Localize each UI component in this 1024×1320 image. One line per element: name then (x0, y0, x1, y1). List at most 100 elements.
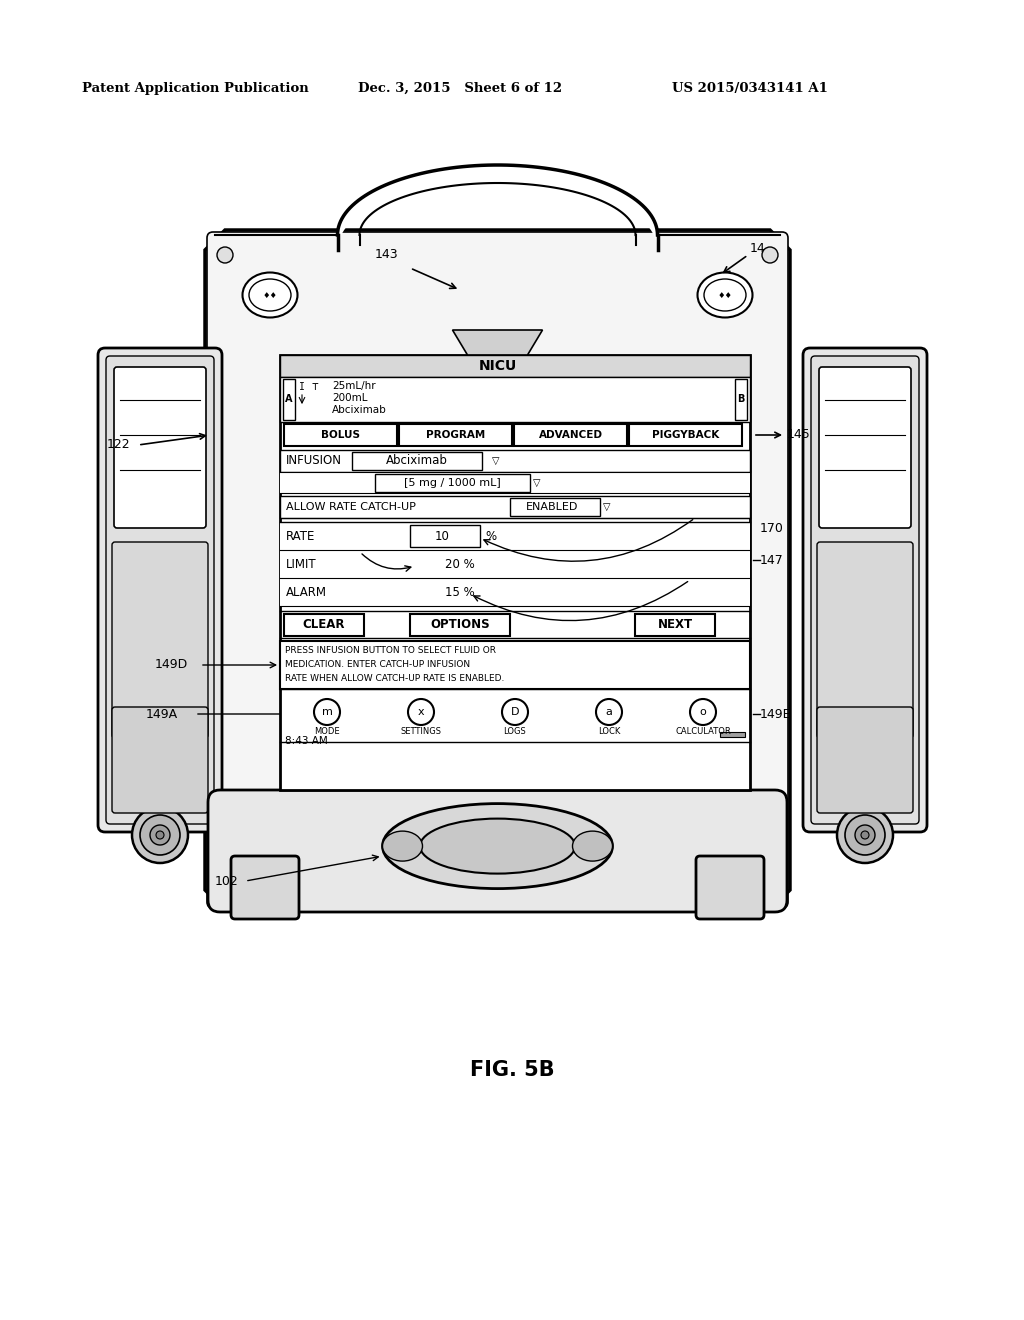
Bar (280, 355, 750, 378)
Text: Abciximab: Abciximab (332, 405, 387, 414)
Bar (280, 378, 750, 422)
Text: 10: 10 (434, 529, 450, 543)
Circle shape (855, 825, 874, 845)
Bar (410, 614, 510, 636)
Text: 20 %: 20 % (445, 557, 475, 570)
Text: 174: 174 (700, 511, 724, 524)
Text: 14: 14 (750, 242, 766, 255)
Circle shape (762, 247, 778, 263)
Text: RATE: RATE (286, 529, 315, 543)
Text: B: B (737, 395, 744, 404)
Circle shape (156, 832, 164, 840)
FancyBboxPatch shape (98, 348, 222, 832)
Text: ENABLED: ENABLED (525, 502, 579, 512)
Circle shape (150, 825, 170, 845)
Circle shape (861, 832, 869, 840)
Text: ▽: ▽ (492, 455, 500, 466)
FancyBboxPatch shape (114, 367, 206, 528)
Text: ▽: ▽ (603, 502, 610, 512)
Ellipse shape (243, 272, 298, 318)
Text: 149C: 149C (500, 862, 532, 875)
Text: CALCULATOR: CALCULATOR (675, 727, 731, 737)
Text: ALLOW RATE CATCH-UP: ALLOW RATE CATCH-UP (286, 502, 416, 512)
Bar (283, 379, 295, 420)
Polygon shape (205, 230, 790, 909)
Text: 149A: 149A (145, 708, 178, 721)
Ellipse shape (572, 832, 612, 861)
Text: 149E: 149E (760, 708, 792, 721)
Text: LOGS: LOGS (504, 727, 526, 737)
Bar (720, 733, 745, 737)
Text: LOCK: LOCK (598, 727, 621, 737)
Text: 102: 102 (214, 875, 238, 887)
Ellipse shape (697, 272, 753, 318)
Text: PRESS INFUSION BUTTON TO SELECT FLUID OR: PRESS INFUSION BUTTON TO SELECT FLUID OR (285, 645, 496, 655)
Bar (280, 473, 750, 492)
Bar (280, 578, 750, 606)
Text: 143: 143 (375, 248, 398, 261)
Text: 170: 170 (760, 521, 784, 535)
Text: US 2015/0343141 A1: US 2015/0343141 A1 (672, 82, 827, 95)
FancyBboxPatch shape (231, 855, 299, 919)
Circle shape (217, 247, 233, 263)
Bar (629, 424, 742, 446)
Text: RATE WHEN ALLOW CATCH-UP RATE IS ENABLED.: RATE WHEN ALLOW CATCH-UP RATE IS ENABLED… (285, 675, 505, 682)
Bar (410, 525, 480, 546)
Text: 200mL: 200mL (332, 393, 368, 403)
FancyBboxPatch shape (803, 348, 927, 832)
Bar (280, 642, 750, 689)
Circle shape (845, 814, 885, 855)
Text: [5 mg / 1000 mL]: [5 mg / 1000 mL] (403, 478, 501, 488)
Text: SETTINGS: SETTINGS (400, 727, 441, 737)
Text: BOLUS: BOLUS (321, 430, 360, 440)
Bar (284, 614, 364, 636)
Circle shape (132, 807, 188, 863)
Bar (352, 451, 482, 470)
Text: Abciximab: Abciximab (386, 454, 447, 467)
FancyBboxPatch shape (208, 789, 787, 912)
Text: 25mL/hr: 25mL/hr (332, 381, 376, 391)
Text: OPTIONS: OPTIONS (430, 619, 489, 631)
Text: PROGRAM: PROGRAM (426, 430, 485, 440)
FancyBboxPatch shape (207, 232, 788, 908)
Ellipse shape (383, 804, 612, 888)
FancyBboxPatch shape (112, 543, 208, 738)
Text: 15 %: 15 % (445, 586, 475, 598)
Bar (280, 450, 750, 473)
FancyBboxPatch shape (817, 708, 913, 813)
Text: A: A (286, 395, 293, 404)
Text: 8:43 AM: 8:43 AM (285, 737, 328, 746)
Bar (280, 355, 750, 789)
Text: 145: 145 (787, 429, 811, 441)
Text: o: o (699, 708, 707, 717)
Text: ⊤: ⊤ (311, 381, 318, 392)
Bar (514, 424, 627, 446)
Ellipse shape (420, 818, 575, 874)
Text: PIGGYBACK: PIGGYBACK (652, 430, 719, 440)
Circle shape (140, 814, 180, 855)
Text: ▽: ▽ (534, 478, 541, 488)
FancyBboxPatch shape (112, 708, 208, 813)
Text: ALARM: ALARM (286, 586, 327, 598)
Text: a: a (605, 708, 612, 717)
Text: LIMIT: LIMIT (286, 557, 316, 570)
Text: MEDICATION. ENTER CATCH-UP INFUSION: MEDICATION. ENTER CATCH-UP INFUSION (285, 660, 470, 669)
Bar (735, 379, 746, 420)
Text: m: m (322, 708, 333, 717)
Text: ADVANCED: ADVANCED (539, 430, 602, 440)
Text: MODE: MODE (314, 727, 340, 737)
Bar (510, 498, 600, 516)
FancyBboxPatch shape (819, 367, 911, 528)
Text: 172: 172 (325, 545, 349, 558)
Bar (280, 496, 750, 517)
Text: NEXT: NEXT (657, 619, 692, 631)
Text: 149B: 149B (480, 850, 512, 862)
Text: x: x (418, 708, 424, 717)
Text: 149D: 149D (155, 659, 188, 672)
Text: D: D (511, 708, 519, 717)
Text: 122: 122 (106, 438, 130, 451)
Text: NICU: NICU (478, 359, 517, 374)
Text: %: % (485, 529, 496, 543)
Text: ♦♦: ♦♦ (718, 290, 732, 300)
Bar (280, 550, 750, 578)
